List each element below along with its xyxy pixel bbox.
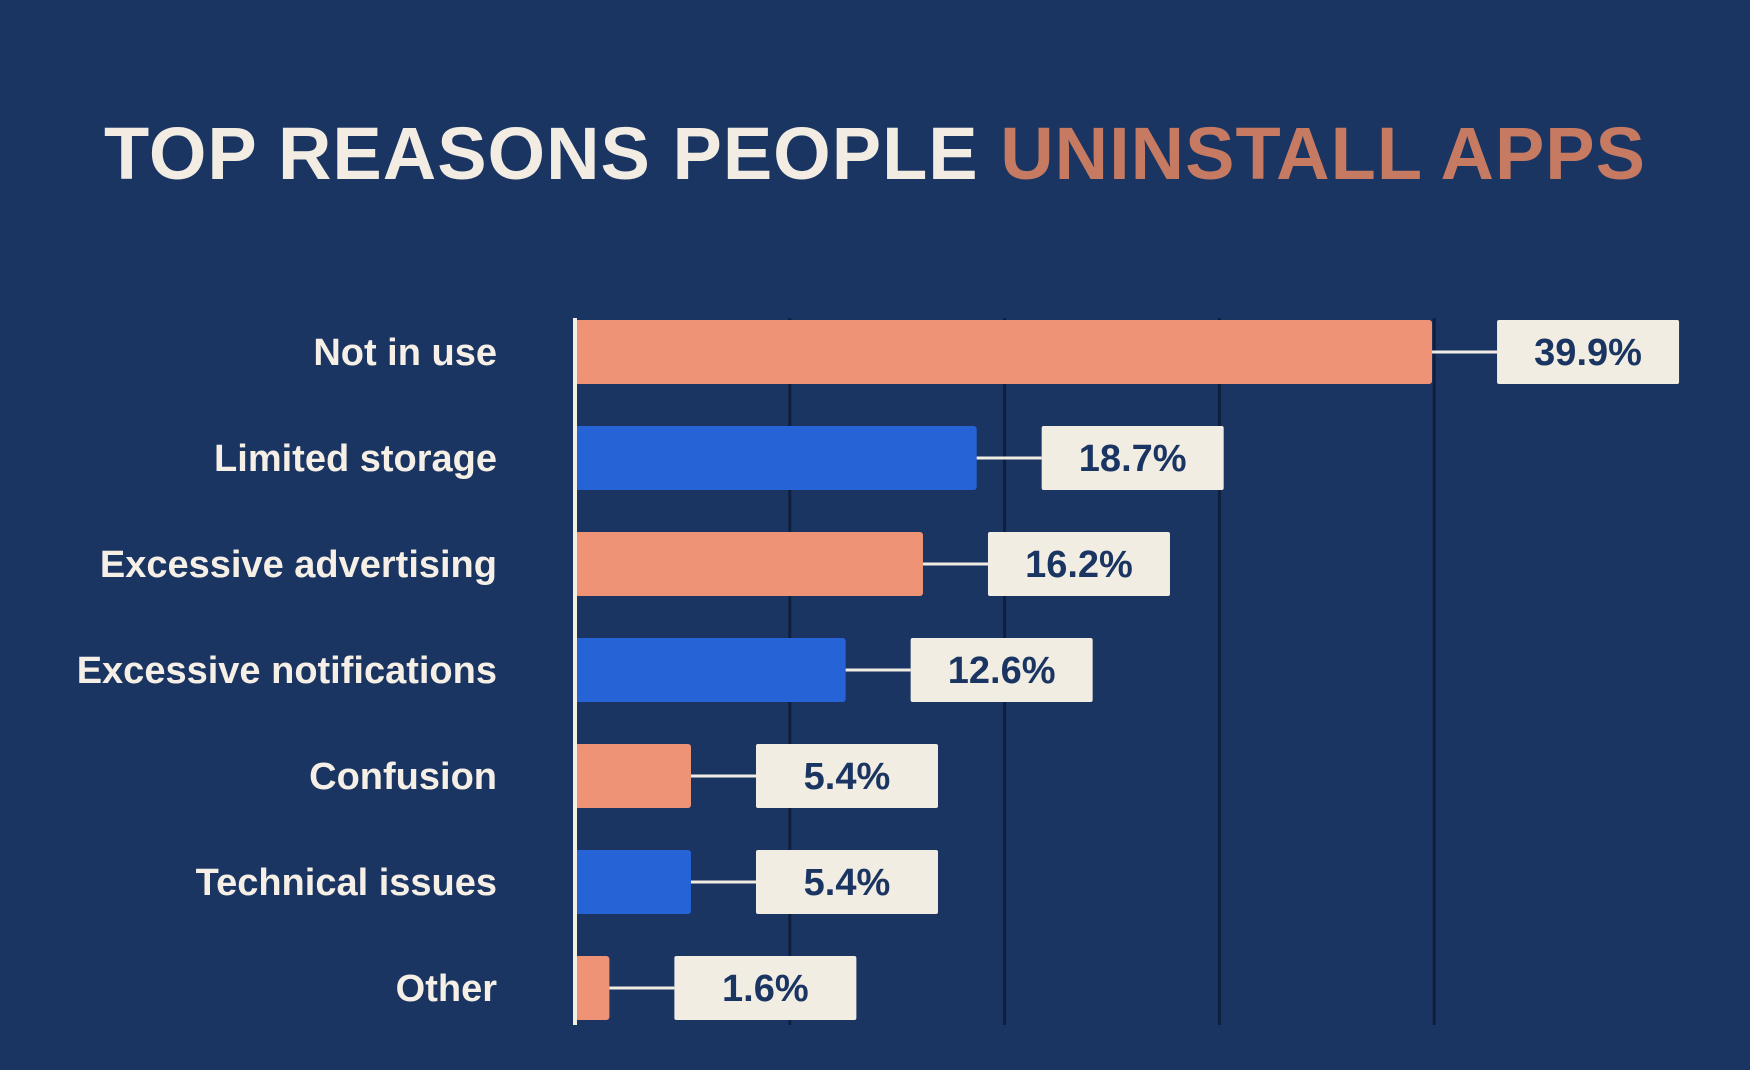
value-label-box	[674, 956, 857, 1020]
bar	[575, 320, 1433, 384]
value-label: 39.9%	[1534, 332, 1642, 374]
bar	[575, 426, 977, 490]
value-label-box	[987, 532, 1170, 596]
category-label: Limited storage	[214, 438, 497, 480]
category-label: Technical issues	[196, 862, 497, 904]
bar	[575, 956, 610, 1020]
bar	[575, 850, 691, 914]
value-label: 16.2%	[1025, 544, 1133, 586]
value-label: 12.6%	[948, 650, 1056, 692]
category-label: Excessive advertising	[100, 544, 497, 586]
value-label: 5.4%	[804, 862, 891, 904]
category-label: Excessive notifications	[77, 650, 497, 692]
value-label: 1.6%	[722, 968, 809, 1010]
bar	[575, 638, 846, 702]
bar	[575, 744, 691, 808]
category-labels: Not in use Limited storage Excessive adver…	[77, 332, 497, 1010]
value-label: 18.7%	[1079, 438, 1187, 480]
chart-title-accent: UNINSTALL APPS	[1000, 112, 1647, 195]
bar	[575, 532, 923, 596]
category-label: Confusion	[309, 756, 497, 798]
chart-title-main: TOP REASONS PEOPLE	[103, 112, 979, 195]
category-label: Not in use	[313, 332, 497, 374]
value-labels: 39.9% 18.7% 16.2% 12.6% 5.4% 5.4% 1.6%	[609, 320, 1680, 1020]
value-label-box	[755, 744, 938, 808]
value-label-box	[1497, 320, 1680, 384]
value-label-box	[910, 638, 1093, 702]
value-label-box	[1041, 426, 1224, 490]
chart-title: TOP REASONS PEOPLE UNINSTALL APPS	[0, 110, 1750, 198]
value-label: 5.4%	[804, 756, 891, 798]
value-label-box	[755, 850, 938, 914]
bars	[575, 320, 1433, 1020]
category-label: Other	[396, 968, 498, 1010]
